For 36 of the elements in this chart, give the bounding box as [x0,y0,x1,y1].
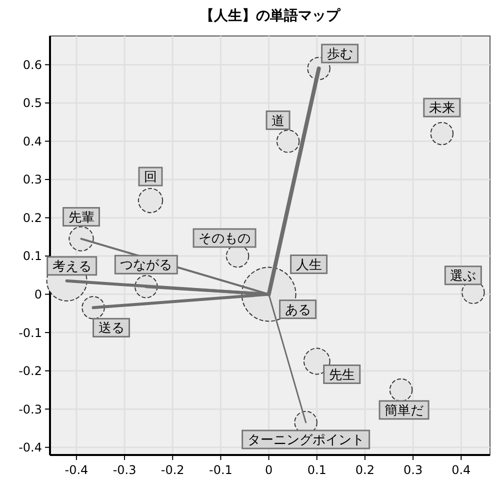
annotation: 道 [272,114,285,129]
x-tick-label: 0.1 [307,463,326,477]
annotation: 考える [52,259,92,274]
x-tick-label: -0.1 [209,463,232,477]
annotation: つながる [120,258,172,274]
y-tick-label: 0.3 [22,172,42,187]
annotation: 選ぶ [450,268,476,284]
annotation: ある [284,302,311,318]
y-tick-label: 0.1 [22,249,42,264]
x-tick-label: -0.4 [64,463,88,477]
x-tick-label: 0.4 [452,463,471,477]
annotation: 人生 [296,258,322,273]
chart-title: 【人生】の単語マップ [200,7,341,24]
annotation: 簡単だ [384,404,424,418]
x-tick-label: 0.2 [355,463,375,477]
annotation: 先生 [328,368,355,383]
y-tick-label: -0.1 [18,326,42,340]
x-tick-label: -0.3 [112,463,136,477]
annotation: 送る [98,321,124,336]
annotation: ターニングポイント [247,433,364,448]
annotation: 歩む [326,47,353,62]
x-tick-label: -0.2 [160,463,184,477]
annotation: そのもの [198,232,251,247]
y-tick-label: 0 [34,287,42,302]
annotation: 回 [144,170,158,186]
y-tick-label: 0.5 [22,96,42,110]
annotation: 未来 [428,101,455,116]
x-tick-label: 0.3 [404,463,423,477]
y-tick-label: -0.4 [18,440,42,455]
y-tick-label: 0.2 [22,210,42,225]
y-tick-label: -0.2 [18,364,42,378]
y-tick-label: 0.4 [22,134,42,148]
y-tick-label: 0.6 [22,58,42,72]
annotation: 先輩 [68,210,94,226]
y-tick-label: -0.3 [18,402,42,416]
x-tick-label: 0 [264,463,273,477]
